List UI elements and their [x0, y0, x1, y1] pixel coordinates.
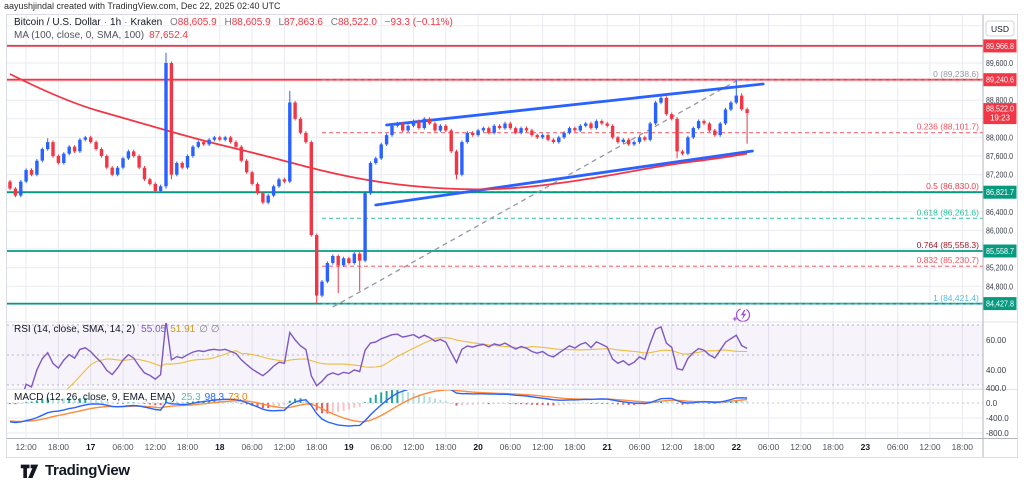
svg-text:84,800.0: 84,800.0 — [986, 282, 1013, 291]
chart-canvas[interactable]: 0 (89,238.6) 0.236 (88,101.7) 0.5 (86,830.… — [7, 15, 1017, 457]
svg-text:06:00: 06:00 — [241, 442, 263, 452]
svg-text:88,800.0: 88,800.0 — [986, 96, 1013, 105]
tradingview-logo-mark — [20, 464, 39, 479]
svg-text:19: 19 — [344, 442, 354, 452]
tradingview-logo[interactable]: TradingView — [20, 462, 130, 479]
svg-text:22: 22 — [732, 442, 742, 452]
change-value: −93.3 (−0.11%) — [384, 17, 453, 28]
svg-text:86,821.7: 86,821.7 — [986, 188, 1014, 197]
chart-frame: 0 (89,238.6) 0.236 (88,101.7) 0.5 (86,830.… — [6, 14, 1018, 458]
rsi-label[interactable]: RSI (14, close, SMA, 14, 2) — [14, 324, 136, 335]
svg-text:20: 20 — [473, 442, 483, 452]
rsi-legend: RSI (14, close, SMA, 14, 2) 55.05 51.91 ∅ ∅ — [14, 324, 219, 336]
open-value: 88,605.9 — [177, 17, 217, 28]
macd-label[interactable]: MACD (12, 26, close, 9, EMA, EMA) — [14, 392, 176, 403]
svg-text:0.764 (85,558.3): 0.764 (85,558.3) — [917, 240, 980, 250]
refresh-bolt-icon[interactable] — [734, 306, 752, 324]
svg-text:18: 18 — [215, 442, 225, 452]
svg-text:18:00: 18:00 — [177, 442, 199, 452]
svg-text:60.00: 60.00 — [986, 336, 1007, 345]
svg-text:0.5 (86,830.0): 0.5 (86,830.0) — [926, 181, 979, 191]
rsi-ma-value: 51.91 — [170, 324, 196, 335]
symbol-title[interactable]: Bitcoin / U.S. Dollar — [14, 17, 101, 28]
svg-text:12:00: 12:00 — [403, 442, 425, 452]
exchange-label[interactable]: Kraken — [130, 17, 163, 28]
legend-separator: · — [124, 17, 128, 28]
svg-text:89,966.8: 89,966.8 — [986, 42, 1014, 51]
low-value: 87,863.6 — [284, 17, 323, 28]
low-label: L — [278, 17, 284, 28]
svg-text:23: 23 — [861, 442, 871, 452]
svg-text:0.236 (88,101.7): 0.236 (88,101.7) — [917, 122, 980, 132]
svg-text:86,400.0: 86,400.0 — [986, 208, 1013, 217]
svg-text:USD: USD — [991, 24, 1009, 34]
svg-text:40.00: 40.00 — [986, 366, 1007, 375]
footer-bar: TradingView — [0, 458, 1024, 488]
svg-text:85,558.7: 85,558.7 — [986, 247, 1014, 256]
attribution-text: aayushjindal created with TradingView.co… — [4, 1, 281, 11]
svg-text:18:00: 18:00 — [435, 442, 457, 452]
svg-text:12:00: 12:00 — [274, 442, 296, 452]
svg-text:87,200.0: 87,200.0 — [986, 171, 1013, 180]
close-label: C — [330, 17, 338, 28]
symbol-legend: Bitcoin / U.S. Dollar · 1h · Kraken O88,605.… — [14, 17, 453, 29]
svg-text:84,427.8: 84,427.8 — [986, 300, 1014, 309]
svg-text:06:00: 06:00 — [500, 442, 522, 452]
svg-text:21: 21 — [602, 442, 612, 452]
svg-text:400.0: 400.0 — [986, 384, 1007, 393]
svg-text:06:00: 06:00 — [629, 442, 651, 452]
time-axis[interactable] — [8, 439, 983, 456]
svg-text:18:00: 18:00 — [48, 442, 70, 452]
legend-separator: · — [103, 17, 108, 28]
macd-value: 98.3 — [204, 392, 225, 403]
svg-text:12:00: 12:00 — [919, 442, 941, 452]
svg-text:12:00: 12:00 — [145, 442, 167, 452]
svg-text:18:00: 18:00 — [693, 442, 715, 452]
svg-text:0.832 (85,230.7): 0.832 (85,230.7) — [917, 255, 980, 265]
interval-label[interactable]: 1h — [110, 17, 122, 28]
svg-text:18:00: 18:00 — [564, 442, 586, 452]
svg-text:-800.0: -800.0 — [986, 429, 1009, 438]
svg-text:17: 17 — [86, 442, 96, 452]
ma-value: 87,652.4 — [149, 30, 188, 41]
high-value: 88,605.9 — [231, 17, 271, 28]
svg-text:06:00: 06:00 — [371, 442, 393, 452]
svg-text:0 (89,238.6): 0 (89,238.6) — [933, 69, 979, 79]
svg-text:0.618 (86,261.6): 0.618 (86,261.6) — [917, 207, 980, 217]
high-label: H — [224, 17, 232, 28]
svg-text:87,600.0: 87,600.0 — [986, 152, 1013, 161]
svg-text:18:00: 18:00 — [822, 442, 844, 452]
svg-text:06:00: 06:00 — [758, 442, 780, 452]
svg-text:18:00: 18:00 — [306, 442, 328, 452]
svg-text:06:00: 06:00 — [887, 442, 909, 452]
svg-text:12:00: 12:00 — [790, 442, 812, 452]
svg-text:12:00: 12:00 — [661, 442, 683, 452]
svg-text:86,000.0: 86,000.0 — [986, 226, 1013, 235]
ma-label[interactable]: MA (100, close, 0, SMA, 100) — [14, 30, 145, 41]
svg-text:06:00: 06:00 — [112, 442, 134, 452]
svg-text:88,000.0: 88,000.0 — [986, 133, 1013, 142]
ma-legend: MA (100, close, 0, SMA, 100) 87,652.4 — [14, 30, 188, 42]
rsi-value: 55.05 — [141, 324, 167, 335]
close-value: 88,522.0 — [337, 17, 377, 28]
svg-text:88,522.0: 88,522.0 — [986, 105, 1014, 114]
svg-text:12:00: 12:00 — [15, 442, 37, 452]
svg-text:89,240.6: 89,240.6 — [986, 76, 1014, 85]
macd-signal-value: 73.0 — [228, 392, 248, 403]
svg-text:1 (84,421.4): 1 (84,421.4) — [933, 293, 979, 303]
svg-text:0.0: 0.0 — [986, 399, 998, 408]
svg-text:89,600.0: 89,600.0 — [986, 59, 1013, 68]
price-axis[interactable] — [982, 16, 1016, 437]
macd-hist-value: 25.3 — [181, 392, 201, 403]
svg-text:19:23: 19:23 — [990, 114, 1011, 123]
macd-legend: MACD (12, 26, close, 9, EMA, EMA) 25.3 98.… — [14, 392, 248, 404]
rsi-bands-value: ∅ ∅ — [199, 324, 220, 335]
svg-text:18:00: 18:00 — [952, 442, 974, 452]
svg-text:85,200.0: 85,200.0 — [986, 264, 1013, 273]
svg-text:12:00: 12:00 — [532, 442, 554, 452]
svg-text:-400.0: -400.0 — [986, 414, 1009, 423]
open-label: O — [169, 17, 178, 28]
tradingview-logo-text: TradingView — [45, 462, 130, 479]
